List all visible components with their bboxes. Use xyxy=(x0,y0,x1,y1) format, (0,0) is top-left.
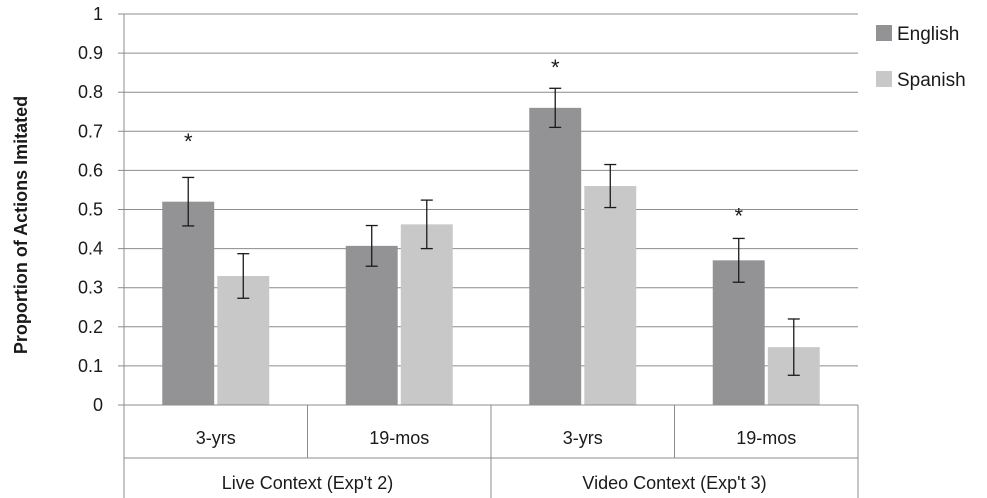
bar-english xyxy=(345,245,398,405)
y-tick-label: 0.2 xyxy=(78,317,103,337)
legend-label-english: English xyxy=(897,24,959,45)
legend-swatch-english xyxy=(876,25,892,41)
y-tick-label: 0 xyxy=(93,395,103,415)
significance-asterisk: * xyxy=(184,129,193,154)
y-tick-label: 0.1 xyxy=(78,356,103,376)
bar-spanish xyxy=(584,186,637,405)
x-axis: 3-yrs 19-mos 3-yrs 19-mos Live Context (Exp'… xyxy=(123,404,859,498)
y-tick-label: 0.6 xyxy=(78,160,103,180)
error-bars xyxy=(182,87,800,376)
y-axis-title: Proportion of Actions Imitated xyxy=(11,96,31,354)
legend-label-spanish: Spanish xyxy=(897,70,966,91)
y-tick-label: 0.8 xyxy=(78,82,103,102)
x-group-label: Live Context (Exp't 2) xyxy=(222,473,394,493)
bar-spanish xyxy=(400,224,453,405)
significance-asterisk: * xyxy=(734,204,743,229)
x-tick-label: 19-mos xyxy=(736,428,796,448)
bar-english xyxy=(529,107,582,405)
bar-english xyxy=(712,260,765,405)
x-tick-label: 3-yrs xyxy=(196,428,236,448)
y-tick-label: 0.9 xyxy=(78,43,103,63)
x-group-label: Video Context (Exp't 3) xyxy=(582,473,766,493)
x-tick-label: 19-mos xyxy=(369,428,429,448)
annotations: * * * xyxy=(184,55,743,229)
y-tick-label: 1 xyxy=(93,4,103,24)
x-tick-label: 3-yrs xyxy=(563,428,603,448)
y-tick-label: 0.5 xyxy=(78,200,103,220)
y-tick-label: 0.7 xyxy=(78,121,103,141)
y-tick-label: 0.3 xyxy=(78,278,103,298)
bars xyxy=(162,107,820,405)
legend-swatch-spanish xyxy=(876,71,892,87)
significance-asterisk: * xyxy=(551,55,560,80)
y-tick-label: 0.4 xyxy=(78,239,103,259)
legend: English Spanish xyxy=(876,24,966,91)
bar-english xyxy=(162,201,215,405)
y-axis: 0 0.1 0.2 0.3 0.4 0.5 0.6 0.7 0.8 0.9 1 xyxy=(78,4,125,498)
